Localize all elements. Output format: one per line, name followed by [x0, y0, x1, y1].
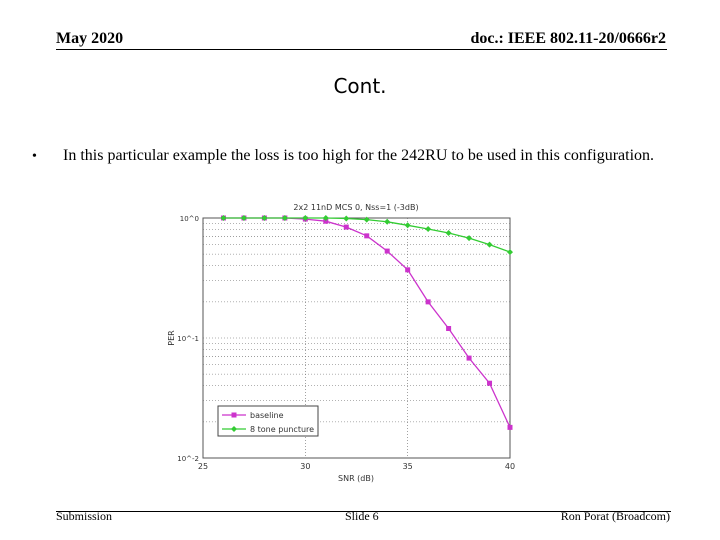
- series-point-2: [445, 229, 452, 236]
- x-tick-label: 40: [505, 462, 515, 471]
- x-tick-label: 35: [403, 462, 413, 471]
- series-point-2: [261, 215, 268, 221]
- series-point-2: [322, 215, 329, 221]
- y-tick-labels: 10^0 10^-1 10^-2: [177, 215, 199, 463]
- legend-label: 8 tone puncture: [250, 425, 314, 434]
- series-point-1: [425, 299, 431, 305]
- series-point-2: [384, 218, 391, 225]
- y-tick-label: 10^-2: [177, 455, 199, 463]
- series-point-2: [302, 215, 309, 221]
- series-point-1: [405, 267, 411, 273]
- series-point-1: [343, 224, 349, 230]
- legend: baseline 8 tone puncture: [217, 405, 319, 437]
- x-tick-label: 30: [300, 462, 310, 471]
- y-tick-label: 10^0: [180, 215, 199, 223]
- series-point-2: [486, 241, 493, 248]
- footer-rule: [56, 511, 671, 512]
- series-point-2: [343, 215, 350, 222]
- series-point-2: [507, 249, 513, 256]
- series-point-1: [323, 218, 329, 224]
- y-axis-label: PER: [167, 330, 176, 346]
- header-doc-id: doc.: IEEE 802.11-20/0666r2: [470, 30, 666, 47]
- bullet-dot: •: [32, 149, 37, 164]
- legend-swatch-marker: [231, 412, 237, 418]
- header-date: May 2020: [56, 30, 124, 47]
- y-tick-label: 10^-1: [177, 335, 199, 343]
- footer-author: Ron Porat (Broadcom): [560, 509, 670, 523]
- x-axis-label: SNR (dB): [338, 474, 374, 483]
- series-point-1: [384, 248, 390, 254]
- bullet-text: In this particular example the loss is t…: [63, 147, 655, 164]
- legend-label: baseline: [250, 411, 284, 420]
- series-point-2: [220, 215, 227, 221]
- per-chart: 2x2 11nD MCS 0, Nss=1 (-3dB) 25 30 35 40 10…: [167, 203, 515, 483]
- legend-swatch-marker: [231, 426, 237, 432]
- x-tick-labels: 25 30 35 40: [198, 462, 515, 471]
- footer-slide-number: Slide 6: [345, 509, 379, 523]
- chart-title: 2x2 11nD MCS 0, Nss=1 (-3dB): [293, 203, 418, 212]
- series-point-1: [466, 355, 472, 361]
- series-point-1: [487, 380, 493, 386]
- series-point-2: [404, 222, 411, 229]
- series-point-1: [364, 233, 370, 239]
- slide-title: Cont.: [333, 74, 387, 98]
- series-point-2: [281, 215, 288, 221]
- series-point-2: [466, 235, 473, 242]
- series-point-2: [425, 225, 432, 232]
- series-point-1: [446, 325, 452, 331]
- series-point-2: [240, 215, 247, 221]
- series-point-2: [363, 216, 370, 223]
- series-marks: [220, 215, 513, 430]
- x-tick-label: 25: [198, 462, 208, 471]
- series-point-1: [507, 424, 513, 430]
- footer-submission: Submission: [56, 509, 113, 523]
- header-rule: [56, 49, 667, 50]
